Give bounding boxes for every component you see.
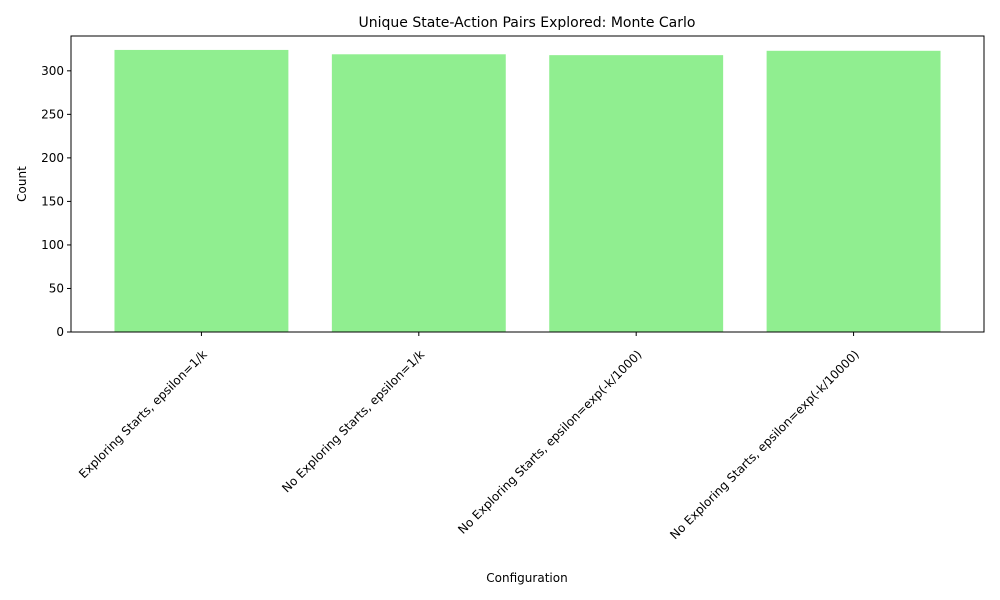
y-axis-label: Count xyxy=(15,166,29,202)
x-tick-label: No Exploring Starts, epsilon=exp(-k/1000… xyxy=(455,347,644,536)
y-tick-label: 100 xyxy=(41,238,64,252)
bar-1 xyxy=(114,49,289,332)
bar-3 xyxy=(549,55,724,332)
y-tick-label: 0 xyxy=(56,325,64,339)
y-tick-label: 200 xyxy=(41,151,64,165)
y-tick-label: 50 xyxy=(49,281,64,295)
x-axis-ticks: Exploring Starts, epsilon=1/k No Explorin… xyxy=(76,332,862,542)
y-axis-ticks: 0 50 100 150 200 250 300 xyxy=(41,64,71,339)
y-tick-label: 250 xyxy=(41,107,64,121)
chart-title: Unique State-Action Pairs Explored: Mont… xyxy=(359,15,696,31)
bar-2 xyxy=(331,54,506,333)
plot-frame xyxy=(70,35,985,333)
x-tick-label: Exploring Starts, epsilon=1/k xyxy=(76,347,210,481)
x-axis-label: Configuration xyxy=(486,571,567,585)
y-tick-label: 300 xyxy=(41,64,64,78)
bar-4 xyxy=(766,50,941,333)
x-tick-label: No Exploring Starts, epsilon=exp(-k/1000… xyxy=(667,347,862,542)
bars-group xyxy=(114,49,941,333)
x-tick-label: No Exploring Starts, epsilon=1/k xyxy=(279,347,427,495)
y-tick-label: 150 xyxy=(41,194,64,208)
